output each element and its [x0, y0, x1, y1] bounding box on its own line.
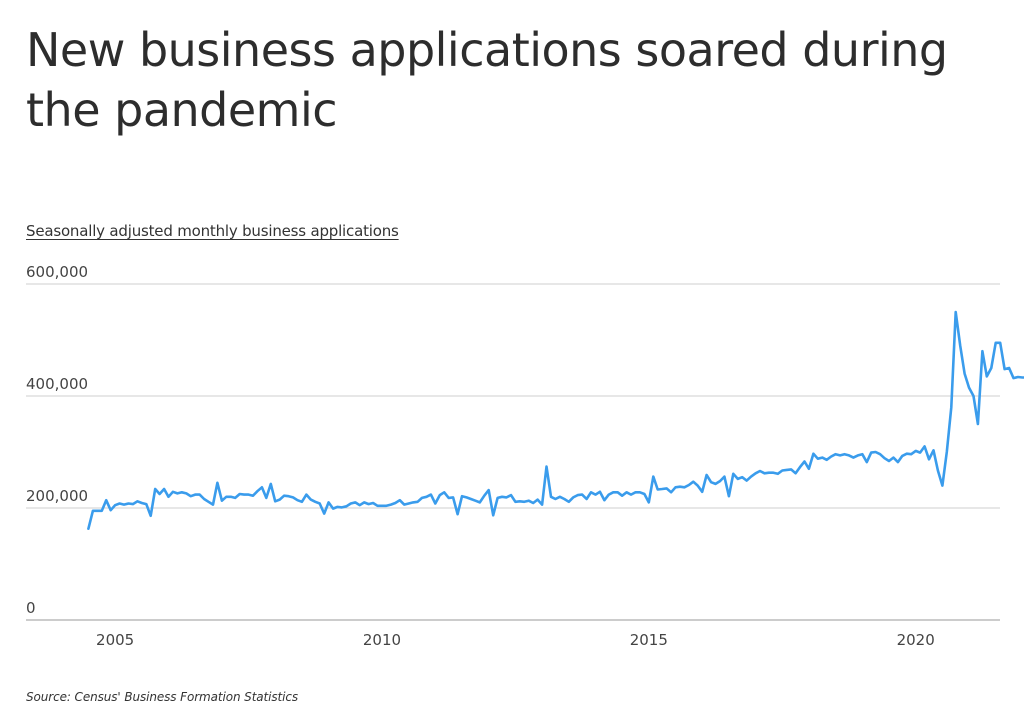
page-title: New business applications soared during … — [26, 23, 948, 137]
y-tick-label: 600,000 — [26, 263, 88, 281]
y-gridlines — [26, 283, 1000, 621]
y-tick-label: 0 — [26, 599, 36, 617]
series-layer — [87, 310, 1024, 531]
x-tick-label: 2015 — [630, 631, 668, 649]
x-tick-label: 2010 — [363, 631, 401, 649]
y-tick-label: 200,000 — [26, 487, 88, 505]
x-tick-label: 2005 — [96, 631, 134, 649]
chart-subtitle: Seasonally adjusted monthly business app… — [26, 222, 399, 240]
x-tick-label: 2020 — [897, 631, 935, 649]
y-tick-labels: 0 200,000 400,000 600,000 — [26, 263, 88, 617]
x-tick-labels: 2005 2010 2015 2020 — [96, 631, 935, 649]
y-tick-label: 400,000 — [26, 375, 88, 393]
source-note: Source: Census' Business Formation Stati… — [26, 690, 299, 704]
series-line — [87, 310, 1024, 531]
